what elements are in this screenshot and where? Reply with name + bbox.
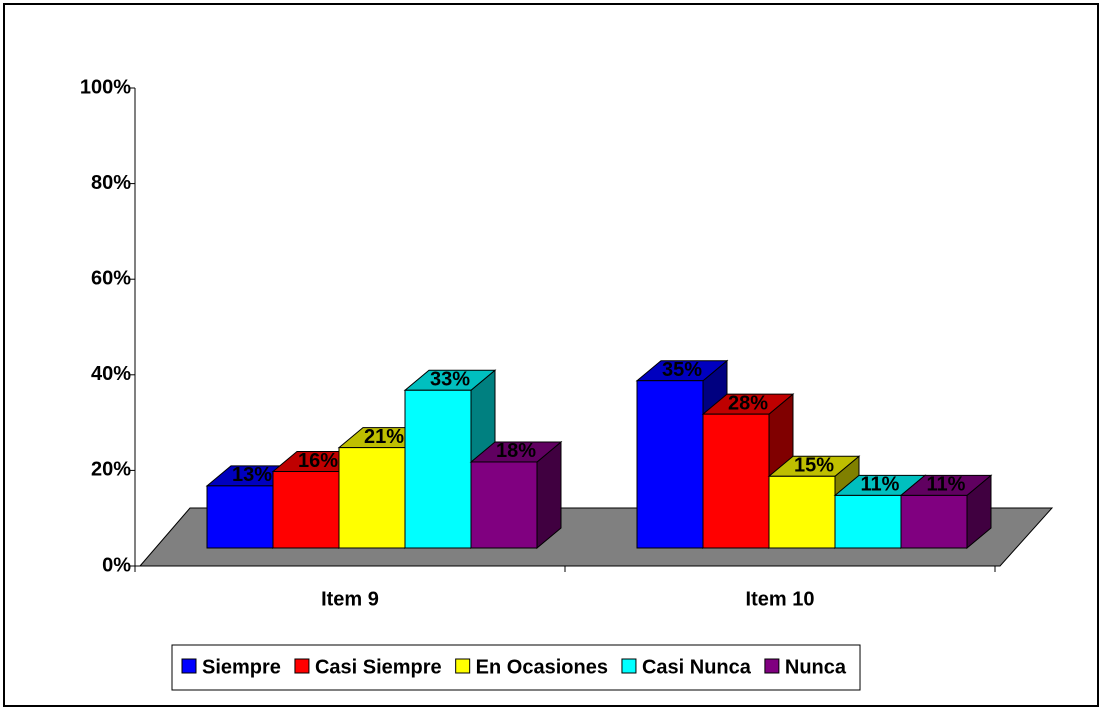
data-label: 11%: [927, 474, 966, 496]
bar: [404, 389, 472, 549]
legend-label: Siempre: [202, 656, 281, 678]
bar: [636, 380, 704, 549]
y-tick-label: 100%: [80, 76, 131, 98]
legend-swatch: [455, 658, 471, 674]
x-tick-label: Item 10: [746, 588, 815, 610]
y-tick-label: 60%: [91, 267, 131, 289]
y-tick-label: 0%: [102, 554, 131, 576]
data-label: 13%: [232, 464, 272, 486]
legend-label: Casi Nunca: [642, 656, 752, 678]
legend-swatch: [181, 658, 197, 674]
legend-swatch: [621, 658, 637, 674]
legend-label: En Ocasiones: [476, 656, 608, 678]
legend: [171, 644, 861, 691]
data-label: 11%: [861, 474, 900, 496]
chart-border: [3, 3, 1099, 707]
bar: [470, 461, 538, 549]
y-tick-label: 40%: [91, 363, 131, 385]
y-tick-label: 20%: [91, 459, 131, 481]
legend-swatch: [294, 658, 310, 674]
bar: [272, 471, 340, 549]
legend-label: Nunca: [785, 656, 847, 678]
y-tick-label: 80%: [91, 172, 131, 194]
data-label: 33%: [430, 369, 470, 391]
data-label: 35%: [662, 359, 702, 381]
bar: [338, 447, 406, 549]
bar: [206, 485, 274, 549]
legend-label: Casi Siempre: [315, 656, 442, 678]
legend-swatch: [764, 658, 780, 674]
bar: [768, 475, 836, 549]
bar: [702, 413, 770, 549]
bar: [900, 494, 968, 549]
data-label: 28%: [728, 392, 768, 414]
bar: [834, 494, 902, 549]
x-tick-label: Item 9: [321, 588, 379, 610]
data-label: 21%: [364, 426, 404, 448]
data-label: 15%: [794, 455, 834, 477]
data-label: 16%: [298, 450, 338, 472]
data-label: 18%: [496, 440, 536, 462]
